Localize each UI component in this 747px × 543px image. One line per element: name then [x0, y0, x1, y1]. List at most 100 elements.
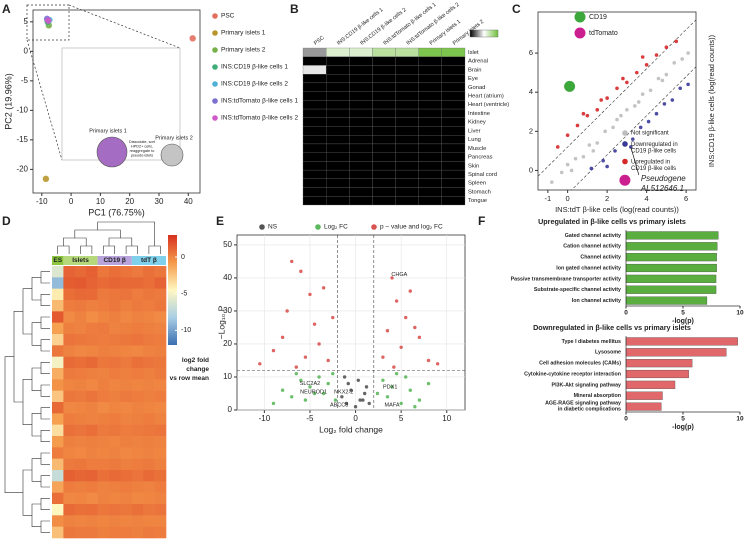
legend-label: INS:tdTomato β-like cells 1	[221, 98, 298, 105]
heat-cell	[395, 196, 419, 206]
heat-cell	[109, 288, 121, 301]
heat-cell	[63, 277, 76, 289]
heat-cell	[52, 277, 64, 289]
heat-cell	[441, 135, 466, 145]
heat-cell	[63, 368, 76, 380]
x-axis-label: -log(p)	[672, 318, 694, 325]
x-tick-label: 10	[96, 197, 105, 206]
heat-cell	[143, 436, 155, 448]
row-label: Skin	[468, 163, 479, 169]
heat-cell	[74, 311, 87, 323]
legend-marker	[371, 224, 377, 230]
panel-letter: F	[478, 214, 485, 228]
heat-cell	[120, 481, 133, 493]
heat-cell	[97, 288, 110, 301]
heat-cell	[302, 82, 327, 92]
point	[625, 108, 629, 112]
heat-cell	[109, 311, 121, 323]
y-tick-label: -5	[21, 76, 29, 85]
heat-cell	[349, 100, 373, 110]
heat-cell	[372, 74, 396, 84]
heat-cell	[154, 470, 167, 482]
heat-cell	[441, 143, 466, 153]
point	[280, 388, 285, 392]
heat-cell	[349, 135, 373, 145]
legend-marker	[212, 13, 218, 19]
heat-cell	[441, 108, 466, 118]
heat-cell	[52, 504, 64, 516]
heat-cell	[97, 458, 110, 471]
point	[394, 299, 399, 303]
point	[308, 385, 312, 389]
panel-letter: D	[2, 214, 11, 228]
x-tick-label: -5	[306, 414, 314, 423]
heat-cell	[154, 481, 167, 493]
row-label: Heart (ventricle)	[468, 102, 509, 108]
heat-cell	[395, 56, 419, 66]
heat-cell	[109, 345, 121, 357]
heat-cell	[395, 82, 419, 92]
y-tick-label: 20	[223, 339, 232, 348]
heat-cell	[143, 322, 155, 335]
point	[603, 129, 607, 134]
category-label: PI3K-Akt signaling pathway	[552, 382, 622, 388]
point	[636, 100, 641, 104]
heat-cell	[302, 143, 327, 153]
point	[417, 335, 422, 340]
heat-cell	[63, 436, 76, 448]
heat-cell	[86, 368, 98, 380]
bar	[625, 337, 738, 346]
row-label: Tongue	[468, 198, 487, 204]
heat-cell	[349, 152, 373, 162]
point	[285, 309, 289, 313]
heat-cell	[120, 526, 133, 539]
dendrogram	[40, 475, 50, 488]
heat-cell	[97, 311, 110, 323]
heat-cell	[302, 91, 327, 101]
dendrogram	[31, 277, 41, 301]
point	[605, 164, 609, 169]
heat-cell	[120, 277, 133, 289]
x-axis-label: Log₂ fold change	[319, 424, 383, 434]
point	[417, 398, 422, 402]
dendrogram	[31, 322, 41, 346]
heat-cell	[74, 413, 87, 425]
heat-cell	[52, 266, 64, 278]
legend-marker	[622, 130, 628, 136]
heat-cell	[97, 447, 110, 459]
heat-cell	[131, 504, 144, 516]
y-tick-label: 6	[529, 48, 533, 57]
y-axis-label: INS:CD19 β-like cells (log(read counts))	[707, 34, 716, 167]
legend-label: Log₂ FC	[324, 224, 348, 231]
heat-cell	[131, 424, 144, 437]
point	[375, 391, 380, 396]
heat-cell	[97, 390, 110, 403]
category-label: Lysosome	[595, 350, 621, 356]
heat-cell	[143, 481, 155, 493]
heat-cell	[154, 436, 167, 448]
heat-cell	[418, 187, 443, 197]
heat-cell	[372, 47, 396, 57]
heat-cell	[109, 424, 121, 437]
heat-cell	[52, 402, 64, 414]
point	[358, 398, 362, 402]
heat-cell	[97, 334, 110, 346]
dendrogram	[4, 356, 23, 493]
heat-cell	[52, 334, 64, 346]
bar	[625, 274, 717, 283]
row-label: Brain	[468, 67, 482, 73]
x-tick-label: 0	[566, 194, 570, 203]
islet-illustration	[96, 136, 128, 168]
column-label: PSC	[313, 35, 326, 47]
heat-cell	[143, 311, 155, 323]
category-label: Cell adhesion molecules (CAMs)	[539, 361, 621, 367]
heat-cell	[372, 152, 396, 162]
heat-cell	[418, 56, 443, 66]
point	[565, 133, 570, 138]
heat-cell	[143, 526, 155, 539]
zoom-line	[26, 39, 63, 161]
heat-cell	[325, 126, 350, 136]
heat-cell	[131, 277, 144, 289]
dendrogram	[63, 237, 87, 246]
x-tick-label: 5	[681, 310, 685, 317]
